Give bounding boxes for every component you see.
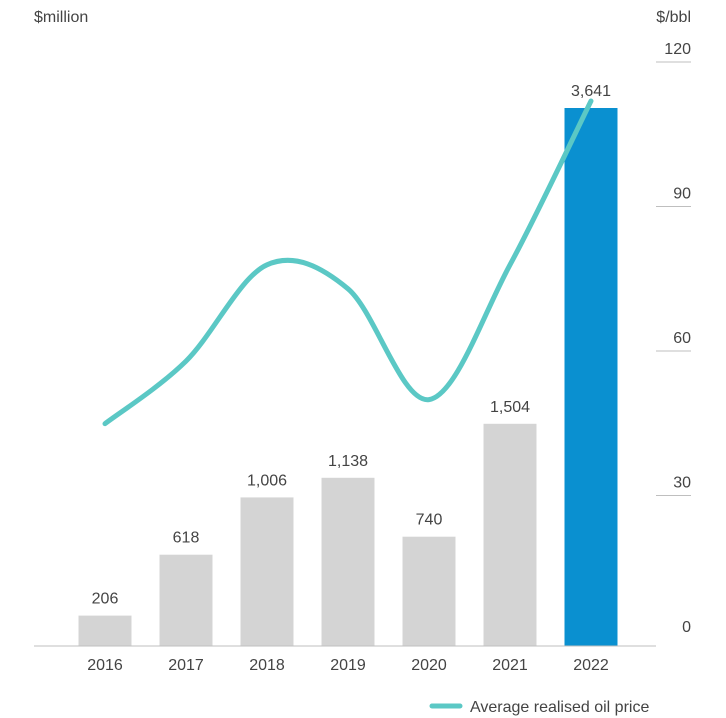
- oil-price-line: [102, 98, 594, 427]
- right-axis-unit-label: $/bbl: [656, 9, 691, 26]
- bar-2016: [78, 615, 132, 646]
- x-tick-label-2021: 2021: [492, 657, 528, 674]
- bar-2022: [564, 108, 618, 646]
- right-axis-tick-0: 0: [682, 619, 691, 636]
- legend: Average realised oil price: [429, 699, 649, 716]
- bar-value-label-2019: 1,138: [328, 453, 368, 470]
- bar-value-label-2020: 740: [416, 512, 443, 529]
- bar-value-labels: 206 618 1,006 1,138 740 1,504 3,641: [92, 83, 611, 608]
- legend-label: Average realised oil price: [470, 699, 649, 716]
- right-axis: 0 30 60 90 120: [656, 41, 691, 636]
- bar-2019: [321, 477, 375, 646]
- x-tick-label-2016: 2016: [87, 657, 123, 674]
- bar-series: [78, 108, 618, 646]
- x-axis-tick-labels: 2016 2017 2018 2019 2020 2021 2022: [87, 657, 609, 674]
- bar-value-label-2017: 618: [173, 530, 200, 547]
- x-tick-label-2017: 2017: [168, 657, 204, 674]
- bar-2020: [402, 536, 456, 646]
- bar-2018: [240, 497, 294, 646]
- bar-value-label-2022: 3,641: [571, 83, 611, 100]
- axis-unit-labels: $million $/bbl: [34, 9, 691, 26]
- right-axis-tick-90: 90: [673, 186, 691, 203]
- x-tick-label-2018: 2018: [249, 657, 285, 674]
- x-tick-label-2022: 2022: [573, 657, 609, 674]
- bar-2017: [159, 554, 213, 646]
- bar-value-label-2021: 1,504: [490, 399, 530, 416]
- bar-2021: [483, 423, 537, 646]
- x-tick-label-2019: 2019: [330, 657, 366, 674]
- right-axis-tick-30: 30: [673, 475, 691, 492]
- right-axis-tick-120: 120: [664, 41, 691, 58]
- bar-value-label-2018: 1,006: [247, 472, 287, 489]
- right-axis-tick-60: 60: [673, 330, 691, 347]
- x-tick-label-2020: 2020: [411, 657, 447, 674]
- left-axis-unit-label: $million: [34, 9, 88, 26]
- bar-value-label-2016: 206: [92, 591, 119, 608]
